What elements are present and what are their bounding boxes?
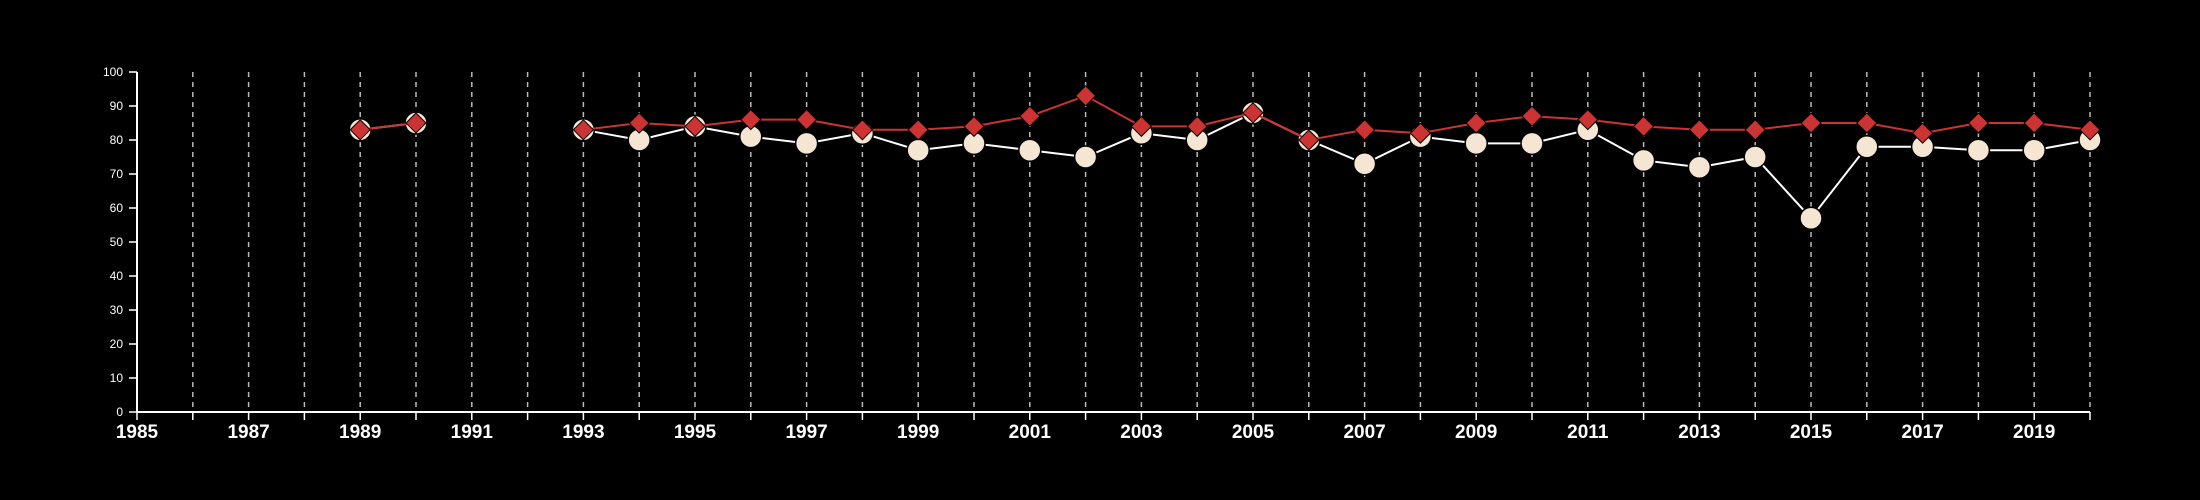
data-point <box>1744 119 1766 141</box>
data-point <box>572 119 595 141</box>
data-point <box>1966 138 1991 162</box>
y-tick-label: 60 <box>110 201 124 215</box>
data-point <box>794 131 819 156</box>
x-tick-label: 2019 <box>2013 422 2055 443</box>
data-point <box>740 108 762 131</box>
y-tick-label: 80 <box>110 133 124 147</box>
x-tick-label: 1985 <box>116 422 159 443</box>
data-point <box>907 119 929 141</box>
x-tick-label: 2007 <box>1343 422 1385 443</box>
data-point <box>1799 206 1823 230</box>
y-tick-label: 70 <box>110 167 124 181</box>
data-point <box>1073 145 1098 169</box>
series-line <box>583 111 2091 220</box>
data-point <box>1074 85 1097 107</box>
data-point <box>2079 119 2101 141</box>
data-point <box>1856 112 1878 134</box>
data-point <box>1298 129 1320 151</box>
data-point <box>1409 122 1432 144</box>
data-point <box>963 115 985 138</box>
data-point <box>684 115 706 138</box>
x-tick-label: 2003 <box>1120 422 1162 443</box>
x-tick-label: 2017 <box>1901 422 1943 443</box>
x-tick-label: 2005 <box>1232 422 1275 443</box>
y-tick-label: 100 <box>103 65 123 79</box>
data-point <box>1800 112 1822 134</box>
data-point <box>1967 112 1990 134</box>
y-tick-label: 20 <box>110 337 124 351</box>
data-point <box>1465 112 1487 134</box>
x-tick-label: 1993 <box>562 422 604 443</box>
y-tick-label: 10 <box>110 371 124 385</box>
data-point <box>2022 138 2046 162</box>
x-tick-label: 1991 <box>451 422 494 443</box>
data-point <box>795 108 818 131</box>
data-point <box>1521 105 1543 127</box>
data-point <box>1186 115 1208 138</box>
y-tick-label: 40 <box>110 269 124 283</box>
data-point <box>1130 115 1153 138</box>
data-point <box>1019 105 1041 127</box>
data-point <box>349 119 371 141</box>
y-tick-label: 90 <box>110 99 124 113</box>
x-tick-label: 2015 <box>1790 422 1833 443</box>
data-series <box>348 85 2102 230</box>
y-tick-label: 30 <box>110 303 124 317</box>
data-point <box>851 119 874 141</box>
x-tick-label: 2009 <box>1455 422 1497 443</box>
data-point <box>628 112 650 134</box>
data-point <box>1743 145 1767 169</box>
data-point <box>2023 112 2045 134</box>
x-tick-label: 1999 <box>897 422 939 443</box>
series-line <box>583 94 2091 142</box>
data-point <box>1687 155 1712 179</box>
data-point <box>906 138 930 162</box>
data-point <box>1520 131 1544 156</box>
x-tick-label: 1995 <box>674 422 717 443</box>
axes: 0 10 20 30 40 50 60 70 80 90 100 1985 1987 1989 1991 19… <box>103 65 2091 443</box>
data-point <box>1018 138 1042 162</box>
x-tick-label: 2013 <box>1678 422 1720 443</box>
x-tick-label: 1997 <box>785 422 827 443</box>
y-tick-label: 0 <box>116 405 123 419</box>
data-point <box>1688 119 1711 141</box>
data-point <box>1632 115 1655 138</box>
data-point <box>1464 131 1488 156</box>
data-point <box>1353 119 1376 141</box>
data-point <box>1577 108 1599 131</box>
series-2 <box>349 85 2101 151</box>
data-point <box>1352 152 1377 176</box>
data-point <box>1631 148 1656 173</box>
x-tick-label: 1987 <box>227 422 269 443</box>
data-point <box>1242 102 1264 124</box>
grid-lines <box>192 72 2091 412</box>
data-point <box>405 112 427 134</box>
series-1 <box>348 101 2102 230</box>
x-tick-label: 1989 <box>339 422 381 443</box>
x-tick-label: 2001 <box>1009 422 1052 443</box>
x-tick-label: 2011 <box>1567 422 1609 443</box>
y-tick-label: 50 <box>110 235 124 249</box>
data-point <box>1855 135 1879 159</box>
data-point <box>1911 122 1934 144</box>
